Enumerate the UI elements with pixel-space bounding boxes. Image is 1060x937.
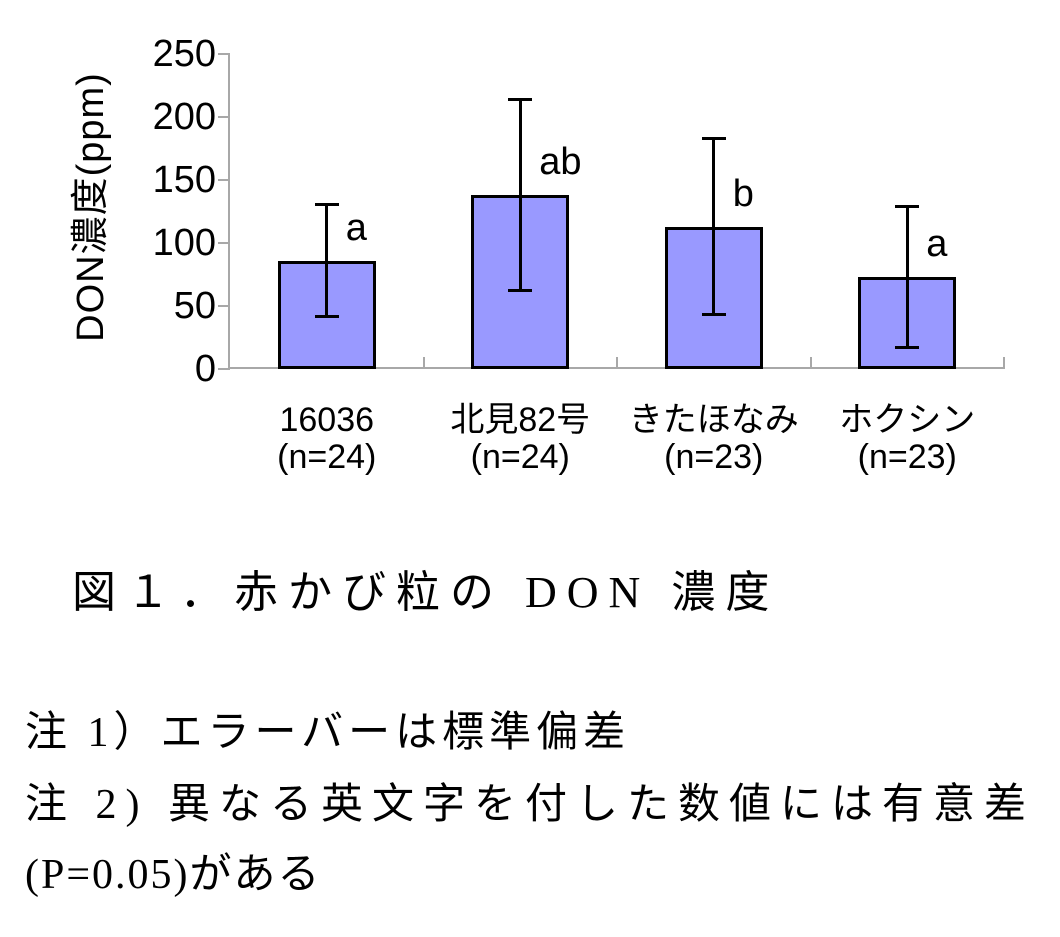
x-tick-mark — [616, 357, 618, 369]
error-bar-cap-top — [895, 205, 920, 209]
y-tick-label: 0 — [194, 348, 216, 390]
y-tick-mark — [218, 116, 230, 118]
error-bar-line — [712, 138, 716, 315]
error-bar-cap-bottom — [895, 345, 920, 349]
y-tick-label: 50 — [173, 285, 216, 327]
x-category-n: (n=23) — [857, 438, 957, 476]
y-tick-label: 250 — [152, 33, 216, 75]
note-3: (P=0.05)がある — [25, 852, 322, 898]
x-category-label: 北見82号 (n=24) — [424, 402, 616, 476]
y-axis-line — [228, 54, 230, 369]
error-bar-cap-top — [508, 98, 533, 102]
y-tick-label: 200 — [152, 96, 216, 138]
x-category-name: きたほなみ — [628, 401, 799, 439]
error-bar-cap-bottom — [508, 288, 533, 292]
x-category-label: ホクシン (n=23) — [811, 402, 1003, 476]
note-1: 注 1）エラーバーは標準偏差 — [25, 710, 631, 756]
significance-letter: b — [732, 172, 754, 215]
x-category-n: (n=24) — [470, 438, 570, 476]
y-tick-label: 150 — [152, 159, 216, 201]
don-bar-chart: DON濃度(ppm) 0 50 100 150 200 250 a ab b a 16036 (n… — [70, 33, 1005, 476]
note-2: 注 2) 異なる英文字を付した数値には有意差 — [25, 782, 1035, 828]
error-bar-cap-bottom — [701, 312, 726, 316]
y-tick-label: 100 — [152, 222, 216, 264]
error-bar-cap-top — [314, 202, 339, 206]
error-bar-cap-bottom — [314, 315, 339, 319]
x-tick-mark — [422, 357, 425, 369]
significance-letter: a — [345, 206, 367, 249]
x-category-n: (n=23) — [664, 438, 764, 476]
y-tick-mark — [218, 53, 230, 55]
error-bar-line — [325, 203, 329, 318]
error-bar-line — [518, 99, 522, 291]
figure-caption: 図１．赤かび粒の DON 濃度 — [72, 568, 780, 617]
x-tick-mark — [809, 357, 812, 369]
significance-letter: a — [926, 223, 948, 266]
y-tick-mark — [218, 242, 230, 244]
y-tick-mark — [218, 305, 230, 307]
x-tick-mark — [1003, 357, 1005, 369]
x-category-label: 16036 (n=24) — [231, 402, 423, 476]
x-category-name: 北見82号 — [450, 401, 591, 439]
x-category-name: ホクシン — [839, 401, 976, 439]
x-category-label: きたほなみ (n=23) — [618, 402, 810, 476]
y-tick-mark — [218, 179, 230, 181]
error-bar-cap-top — [701, 137, 726, 141]
error-bar-line — [905, 206, 909, 348]
x-category-n: (n=24) — [277, 438, 377, 476]
y-tick-mark — [218, 368, 230, 370]
x-category-name: 16036 — [279, 401, 375, 439]
significance-letter: ab — [539, 141, 582, 184]
